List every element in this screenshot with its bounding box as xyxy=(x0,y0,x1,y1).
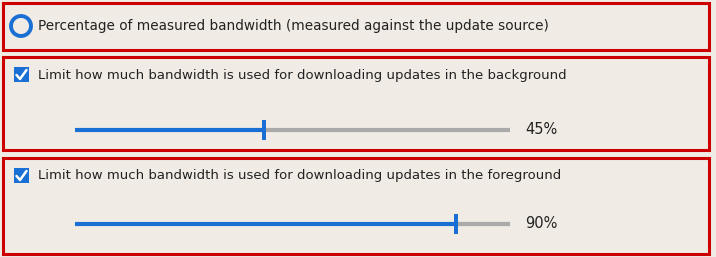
Bar xyxy=(454,214,458,234)
Text: 90%: 90% xyxy=(525,216,557,232)
Circle shape xyxy=(11,16,31,36)
FancyBboxPatch shape xyxy=(3,57,709,150)
FancyBboxPatch shape xyxy=(3,158,709,254)
FancyBboxPatch shape xyxy=(3,3,709,50)
Text: 45%: 45% xyxy=(525,123,557,137)
Bar xyxy=(14,168,29,183)
Bar xyxy=(14,67,29,82)
Text: Percentage of measured bandwidth (measured against the update source): Percentage of measured bandwidth (measur… xyxy=(38,19,549,33)
Text: Limit how much bandwidth is used for downloading updates in the foreground: Limit how much bandwidth is used for dow… xyxy=(38,170,561,182)
Bar xyxy=(262,120,266,140)
Text: Limit how much bandwidth is used for downloading updates in the background: Limit how much bandwidth is used for dow… xyxy=(38,69,566,81)
